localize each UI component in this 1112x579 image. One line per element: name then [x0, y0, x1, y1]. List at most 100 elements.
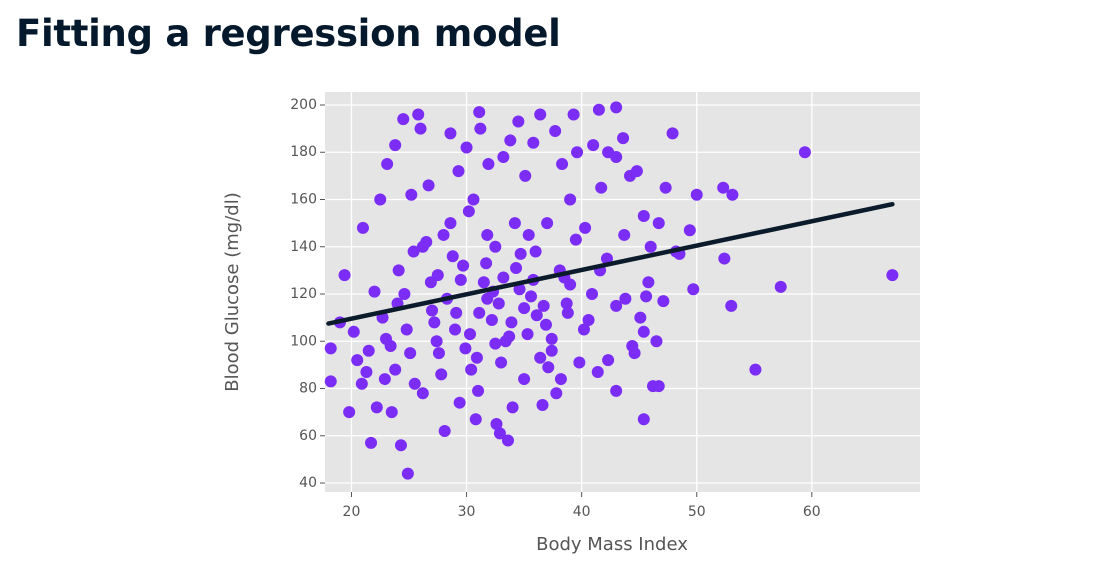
scatter-point — [490, 417, 503, 430]
scatter-point — [579, 221, 592, 234]
scatter-point — [687, 283, 700, 296]
scatter-point — [571, 146, 584, 159]
scatter-point — [416, 387, 429, 400]
scatter-point — [550, 387, 563, 400]
scatter-point — [324, 375, 337, 388]
scatter-point — [426, 304, 439, 317]
scatter-point — [389, 363, 402, 376]
scatter-point — [449, 323, 462, 336]
x-tick-label: 60 — [803, 504, 821, 520]
scatter-point — [556, 158, 569, 171]
scatter-point — [343, 406, 356, 419]
scatter-point — [460, 141, 473, 154]
scatter-point — [628, 347, 641, 360]
scatter-point — [637, 413, 650, 426]
y-axis-label: Blood Glucose (mg/dl) — [222, 192, 243, 391]
x-tick-label: 40 — [573, 504, 591, 520]
scatter-point — [519, 169, 532, 182]
scatter-point — [610, 299, 623, 312]
scatter-point — [652, 380, 665, 393]
x-tick-label: 30 — [458, 504, 476, 520]
scatter-point — [726, 188, 739, 201]
scatter-point — [477, 276, 490, 289]
scatter-point — [690, 188, 703, 201]
scatter-point — [504, 134, 517, 147]
scatter-point — [549, 124, 562, 137]
scatter-point — [360, 365, 373, 378]
scatter-point — [381, 158, 394, 171]
scatter-point — [385, 406, 398, 419]
scatter-point — [462, 205, 475, 218]
scatter-point — [527, 136, 540, 149]
scatter-point — [561, 306, 574, 319]
scatter-point — [432, 347, 445, 360]
scatter-point — [431, 269, 444, 282]
scatter-point — [717, 181, 730, 194]
scatter-point — [718, 252, 731, 265]
scatter-point — [438, 425, 451, 438]
scatter-point — [459, 342, 472, 355]
scatter-point — [595, 181, 608, 194]
scatter-point — [414, 122, 427, 135]
scatter-point — [586, 288, 599, 301]
x-tick-label: 20 — [343, 504, 361, 520]
scatter-point — [587, 139, 600, 152]
scatter-point — [545, 332, 558, 345]
scatter-point — [610, 150, 623, 163]
regression-line — [326, 201, 895, 326]
scatter-point — [582, 313, 595, 326]
y-tick-label: 60 — [299, 428, 317, 444]
y-tick-label: 140 — [290, 239, 317, 255]
scatter-point — [503, 330, 516, 343]
scatter-point — [536, 399, 549, 412]
scatter-point — [480, 257, 493, 270]
scatter-point — [492, 297, 505, 310]
scatter-point — [351, 354, 364, 367]
y-tick-label: 200 — [290, 97, 317, 113]
scatter-point — [545, 344, 558, 357]
scatter-point — [470, 351, 483, 364]
scatter-point — [473, 306, 486, 319]
scatter-point — [610, 101, 623, 114]
scatter-point — [525, 290, 538, 303]
scatter-point — [444, 127, 457, 140]
scatter-point — [400, 323, 413, 336]
scatter-point — [683, 224, 696, 237]
y-tick-label: 40 — [299, 475, 317, 491]
scatter-point — [368, 285, 381, 298]
scatter-point — [634, 311, 647, 324]
scatter-point — [541, 217, 554, 230]
scatter-point — [659, 181, 672, 194]
scatter-point — [374, 193, 387, 206]
scatter-point — [501, 434, 514, 447]
scatter-point — [534, 351, 547, 364]
scatter-point — [412, 108, 425, 121]
scatter-point — [450, 306, 463, 319]
scatter-point — [465, 363, 478, 376]
scatter-point — [508, 217, 521, 230]
scatter-point — [474, 122, 487, 135]
scatter-point — [573, 356, 586, 369]
scatter-point — [725, 299, 738, 312]
y-tick-label: 80 — [299, 381, 317, 397]
scatter-point — [567, 108, 580, 121]
scatter-point — [518, 302, 531, 315]
scatter-point — [564, 193, 577, 206]
scatter-point — [489, 337, 502, 350]
scatter-point — [378, 373, 391, 386]
scatter-point — [600, 252, 613, 265]
scatter-point — [610, 384, 623, 397]
scatter-point — [513, 283, 526, 296]
scatter-point — [522, 228, 535, 241]
scatter-point — [518, 373, 531, 386]
plot-background — [325, 92, 920, 492]
scatter-point — [446, 250, 459, 263]
scatter-point — [355, 377, 368, 390]
scatter-point — [420, 236, 433, 249]
scatter-point — [534, 108, 547, 121]
scatter-point — [347, 325, 360, 338]
scatter-point — [560, 297, 573, 310]
scatter-point — [505, 316, 518, 329]
